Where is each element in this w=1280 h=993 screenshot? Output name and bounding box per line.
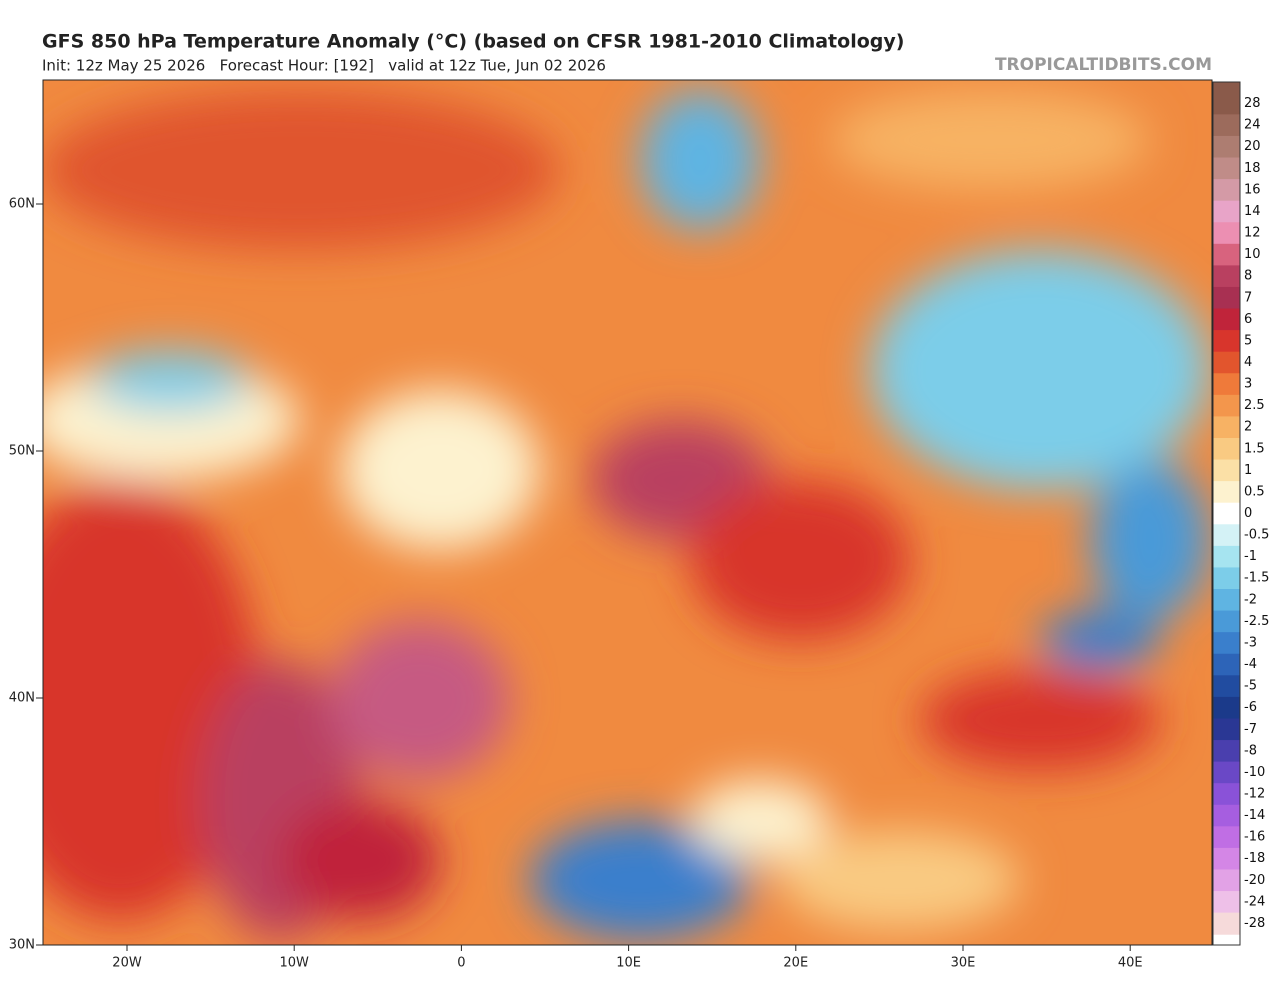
colorbar-label: -12 [1244, 786, 1265, 801]
colorbar-label: -24 [1244, 894, 1265, 909]
colorbar-label: 3 [1244, 377, 1252, 392]
colorbar-label: 18 [1244, 161, 1261, 176]
map-frame [42, 79, 1213, 946]
colorbar-swatch [1213, 891, 1240, 914]
axes: 60N 50N 40N 30N 20W 10W 0 10E 20E 30E 40E [9, 197, 1143, 971]
lat-label: 30N [9, 938, 35, 953]
colorbar-swatch [1213, 502, 1240, 525]
colorbar-swatch [1213, 179, 1240, 202]
colorbar-swatch [1213, 416, 1240, 439]
colorbar-label: -10 [1244, 765, 1265, 780]
colorbar-swatch [1213, 761, 1240, 784]
colorbar-label: 10 [1244, 247, 1261, 262]
lon-label: 20W [112, 956, 142, 971]
lon-label: 10E [616, 956, 641, 971]
colorbar-swatch [1213, 589, 1240, 612]
watermark: TROPICALTIDBITS.COM [995, 55, 1212, 75]
colorbar-label: 6 [1244, 312, 1252, 327]
colorbar-swatch [1213, 135, 1240, 159]
colorbar-swatch [1213, 351, 1240, 374]
colorbar-label: 24 [1244, 118, 1261, 133]
colorbar-label: 2.5 [1244, 398, 1265, 413]
colorbar-swatch [1213, 157, 1240, 180]
colorbar: 28 24 20 18 16 14 12 10 8 7 6 5 4 3 2.5 2 1.5 1 0.5 0 -0.5 -1… [1212, 81, 1269, 946]
colorbar-label: 7 [1244, 290, 1252, 305]
colorbar-label: -4 [1244, 657, 1257, 672]
colorbar-label: 1.5 [1244, 441, 1265, 456]
colorbar-swatch [1213, 394, 1240, 417]
colorbar-swatch [1213, 610, 1240, 633]
colorbar-label: -8 [1244, 743, 1257, 758]
colorbar-label: 28 [1244, 96, 1261, 111]
colorbar-label: 2 [1244, 420, 1252, 435]
colorbar-label: -5 [1244, 679, 1257, 694]
colorbar-swatch [1213, 718, 1240, 741]
colorbar-label: -20 [1244, 873, 1265, 888]
colorbar-label: 14 [1244, 204, 1261, 219]
colorbar-label: 12 [1244, 226, 1261, 241]
colorbar-swatch [1213, 222, 1240, 245]
colorbar-swatch [1213, 869, 1240, 892]
colorbar-label: 0.5 [1244, 484, 1265, 499]
colorbar-swatch [1213, 243, 1240, 266]
lat-label: 60N [9, 197, 35, 212]
lat-label: 50N [9, 444, 35, 459]
colorbar-label: -28 [1244, 916, 1265, 931]
colorbar-frame [1212, 81, 1241, 946]
colorbar-label: -14 [1244, 808, 1265, 823]
colorbar-label: -2 [1244, 592, 1257, 607]
colorbar-swatch [1213, 524, 1240, 547]
colorbar-swatch [1213, 481, 1240, 504]
colorbar-swatch [1213, 459, 1240, 482]
colorbar-swatch [1213, 373, 1240, 396]
colorbar-swatch [1213, 847, 1240, 870]
colorbar-label: -1.5 [1244, 571, 1269, 586]
colorbar-swatch [1213, 675, 1240, 698]
colorbar-swatch [1213, 740, 1240, 763]
map [43, 80, 1212, 945]
colorbar-swatch [1213, 632, 1240, 655]
colorbar-label: -0.5 [1244, 528, 1269, 543]
title: GFS 850 hPa Temperature Anomaly (°C) (ba… [42, 31, 904, 53]
lon-label: 40E [1118, 956, 1143, 971]
colorbar-swatch [1213, 783, 1240, 806]
colorbar-swatch [1213, 330, 1240, 353]
colorbar-swatch [1213, 200, 1240, 223]
colorbar-label: 16 [1244, 182, 1261, 197]
colorbar-swatch [1213, 567, 1240, 590]
colorbar-swatch [1213, 804, 1240, 827]
colorbar-label: -18 [1244, 851, 1265, 866]
subtitle: Init: 12z May 25 2026 Forecast Hour: [19… [42, 57, 606, 75]
colorbar-swatch [1213, 114, 1240, 137]
colorbar-swatch [1213, 265, 1240, 288]
colorbar-swatch [1213, 92, 1240, 115]
colorbar-label: -1 [1244, 549, 1257, 564]
colorbar-label: -2.5 [1244, 614, 1269, 629]
colorbar-label: 8 [1244, 269, 1252, 284]
colorbar-swatch [1213, 912, 1240, 935]
colorbar-label: 20 [1244, 139, 1261, 154]
colorbar-swatch [1213, 437, 1240, 461]
colorbar-label: -7 [1244, 722, 1257, 737]
colorbar-swatch [1213, 545, 1240, 568]
lon-label: 30E [951, 956, 976, 971]
colorbar-label: 5 [1244, 333, 1252, 348]
colorbar-label: -3 [1244, 635, 1257, 650]
lat-label: 40N [9, 691, 35, 706]
colorbar-swatch [1213, 286, 1240, 310]
colorbar-label: 4 [1244, 355, 1252, 370]
colorbar-label: 0 [1244, 506, 1252, 521]
lon-label: 0 [457, 956, 465, 971]
colorbar-label: -16 [1244, 830, 1265, 845]
anomaly-field [43, 90, 1210, 940]
colorbar-label: 1 [1244, 463, 1252, 478]
lon-label: 20E [783, 956, 808, 971]
colorbar-swatch [1213, 696, 1240, 719]
lon-label: 10W [279, 956, 309, 971]
colorbar-swatch [1213, 653, 1240, 676]
colorbar-label: -6 [1244, 700, 1257, 715]
colorbar-swatch [1213, 308, 1240, 331]
colorbar-swatch [1213, 826, 1240, 849]
